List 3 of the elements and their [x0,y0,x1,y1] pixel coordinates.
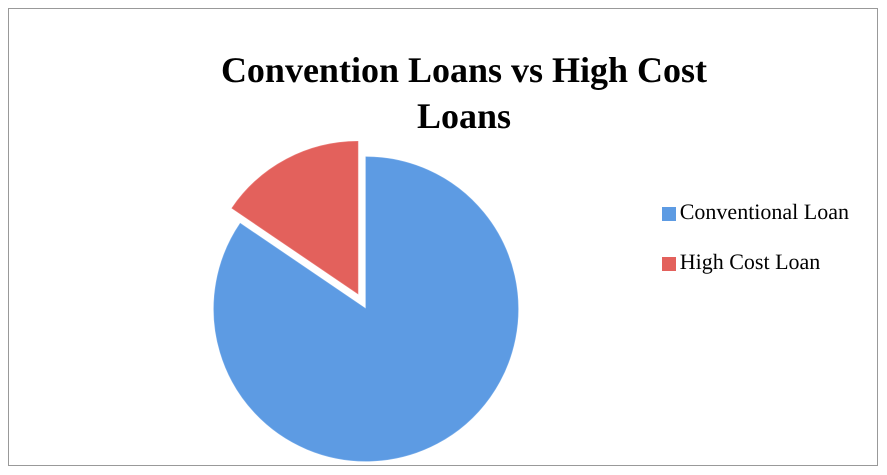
legend-label: High Cost Loan [680,249,820,274]
legend-label: Conventional Loan [680,199,849,224]
chart-title: Convention Loans vs High Cost Loans [220,49,708,138]
